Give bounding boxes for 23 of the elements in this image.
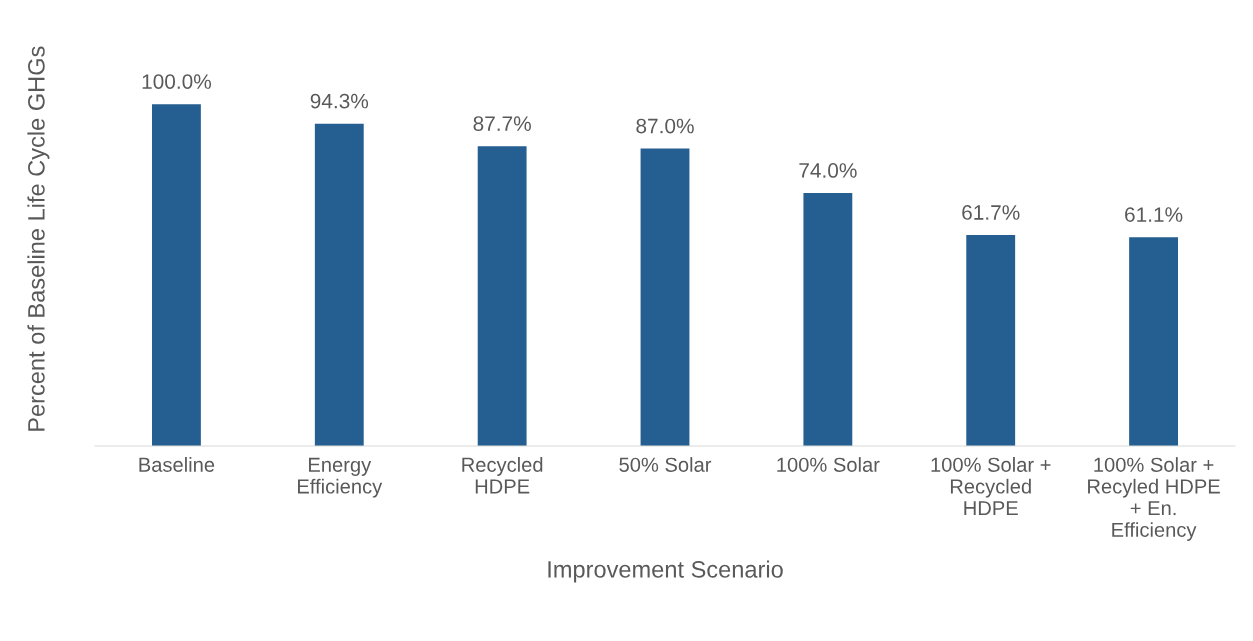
- y-axis-title: Percent of Baseline Life Cycle GHGs: [27, 46, 50, 431]
- x-tick-label: Recycled HDPE: [462, 457, 543, 494]
- x-tick-label: 100% Solar + Recyled HDPE + En. Efficiency: [1088, 457, 1220, 541]
- x-tick-label: 50% Solar: [619, 457, 712, 472]
- x-tick-label: Baseline: [139, 457, 215, 472]
- x-tick-label: 100% Solar: [777, 457, 880, 472]
- bar: [640, 148, 690, 446]
- bar: [477, 146, 527, 446]
- data-label: 94.3%: [310, 93, 369, 109]
- data-label: 87.7%: [473, 116, 531, 131]
- bar: [314, 123, 364, 446]
- bar: [966, 235, 1016, 446]
- x-tick-label: 100% Solar + Recycled HDPE: [931, 457, 1051, 516]
- data-label: 61.7%: [962, 205, 1020, 220]
- data-label: 100.0%: [142, 74, 212, 89]
- bar: [803, 193, 853, 446]
- data-label: 87.0%: [636, 118, 694, 134]
- bar: [152, 104, 201, 446]
- data-label: 61.1%: [1125, 207, 1183, 222]
- x-axis-title: Improvement Scenario: [548, 560, 783, 583]
- x-tick-label: Energy Efficiency: [298, 457, 383, 498]
- data-label: 74.0%: [799, 163, 857, 178]
- bar: [1129, 237, 1178, 446]
